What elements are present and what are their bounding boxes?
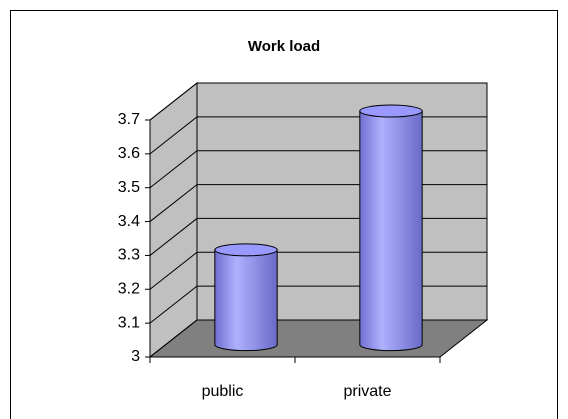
bar-top: [359, 104, 423, 118]
y-tick-label: 3.3: [118, 247, 140, 264]
y-tick-label: 3.5: [118, 179, 140, 196]
bar: [214, 249, 278, 352]
grid-line: [149, 82, 487, 121]
y-tick-label: 3.4: [118, 213, 140, 230]
chart-title: Work load: [248, 38, 320, 55]
y-tick-label: 3.2: [118, 281, 140, 298]
bar: [359, 110, 423, 352]
floor: [148, 319, 489, 358]
y-tick-label: 3.7: [118, 111, 140, 128]
x-tick-label: public: [202, 383, 244, 400]
y-tick-label: 3: [131, 348, 140, 365]
y-tick-label: 3.6: [118, 145, 140, 162]
y-tick-label: 3.1: [118, 314, 140, 331]
side-wall: [149, 81, 198, 359]
bar-top: [214, 243, 278, 257]
x-tick-label: private: [343, 383, 391, 400]
